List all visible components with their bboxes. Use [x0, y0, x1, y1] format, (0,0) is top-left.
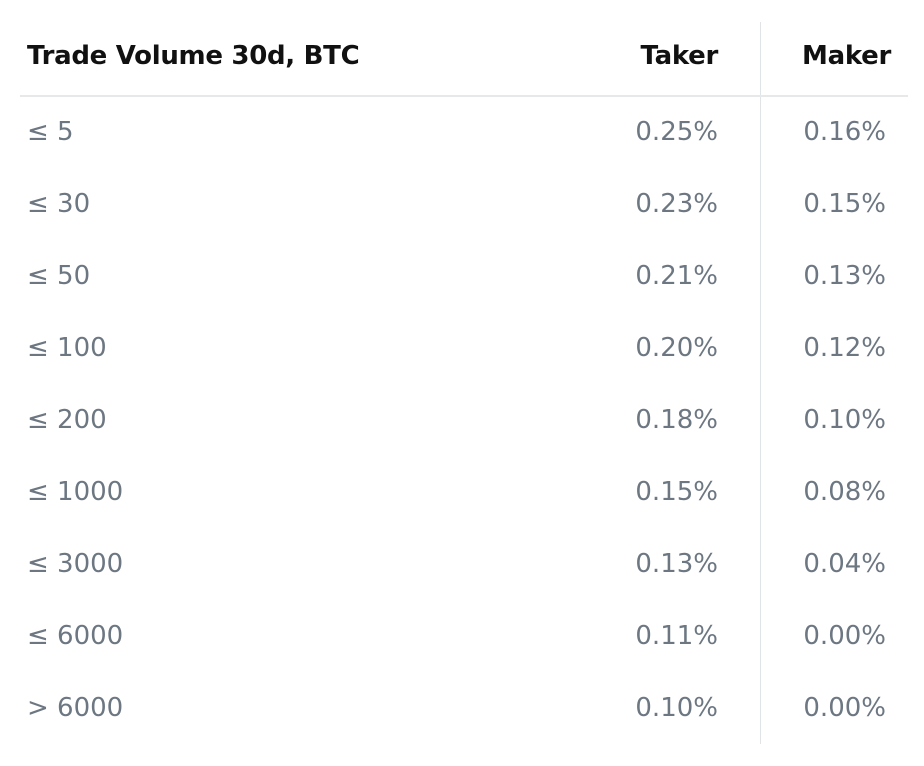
- volume-cell: ≤ 50: [27, 261, 91, 291]
- taker-fee-cell: 0.21%: [635, 261, 718, 291]
- header-maker: Maker: [802, 41, 891, 71]
- taker-fee-cell: 0.13%: [635, 549, 718, 579]
- volume-cell: ≤ 6000: [27, 621, 124, 651]
- table-row: ≤ 200 0.18% 0.10%: [20, 385, 908, 457]
- maker-fee-cell: 0.00%: [803, 693, 886, 723]
- volume-cell: ≤ 200: [27, 405, 107, 435]
- table-row: ≤ 3000 0.13% 0.04%: [20, 529, 908, 601]
- taker-fee-cell: 0.15%: [635, 477, 718, 507]
- table-row: ≤ 1000 0.15% 0.08%: [20, 457, 908, 529]
- table-body: ≤ 5 0.25% 0.16% ≤ 30 0.23% 0.15% ≤ 50 0.21% 0.13…: [20, 97, 908, 745]
- taker-fee-cell: 0.18%: [635, 405, 718, 435]
- maker-fee-cell: 0.10%: [803, 405, 886, 435]
- header-trade-volume: Trade Volume 30d, BTC: [27, 41, 360, 71]
- table-row: ≤ 30 0.23% 0.15%: [20, 169, 908, 241]
- maker-fee-cell: 0.15%: [803, 189, 886, 219]
- maker-fee-cell: 0.00%: [803, 621, 886, 651]
- volume-cell: ≤ 5: [27, 117, 74, 147]
- maker-fee-cell: 0.04%: [803, 549, 886, 579]
- maker-fee-cell: 0.12%: [803, 333, 886, 363]
- taker-fee-cell: 0.23%: [635, 189, 718, 219]
- maker-fee-cell: 0.13%: [803, 261, 886, 291]
- taker-fee-cell: 0.10%: [635, 693, 718, 723]
- table-row: ≤ 5 0.25% 0.16%: [20, 97, 908, 169]
- volume-cell: > 6000: [27, 693, 124, 723]
- taker-fee-cell: 0.25%: [635, 117, 718, 147]
- table-row: ≤ 50 0.21% 0.13%: [20, 241, 908, 313]
- column-divider: [760, 22, 761, 744]
- volume-cell: ≤ 100: [27, 333, 107, 363]
- maker-fee-cell: 0.08%: [803, 477, 886, 507]
- table-row: > 6000 0.10% 0.00%: [20, 673, 908, 745]
- volume-cell: ≤ 30: [27, 189, 91, 219]
- volume-cell: ≤ 3000: [27, 549, 124, 579]
- taker-fee-cell: 0.11%: [635, 621, 718, 651]
- fee-table: Trade Volume 30d, BTC Taker Maker ≤ 5 0.2…: [20, 22, 908, 745]
- header-taker: Taker: [640, 41, 719, 71]
- taker-fee-cell: 0.20%: [635, 333, 718, 363]
- volume-cell: ≤ 1000: [27, 477, 124, 507]
- maker-fee-cell: 0.16%: [803, 117, 886, 147]
- table-row: ≤ 6000 0.11% 0.00%: [20, 601, 908, 673]
- table-row: ≤ 100 0.20% 0.12%: [20, 313, 908, 385]
- table-header: Trade Volume 30d, BTC Taker Maker: [20, 22, 908, 97]
